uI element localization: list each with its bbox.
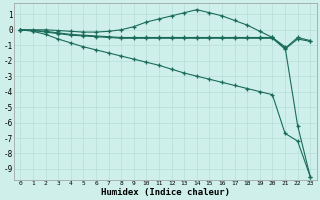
X-axis label: Humidex (Indice chaleur): Humidex (Indice chaleur) xyxy=(101,188,230,197)
